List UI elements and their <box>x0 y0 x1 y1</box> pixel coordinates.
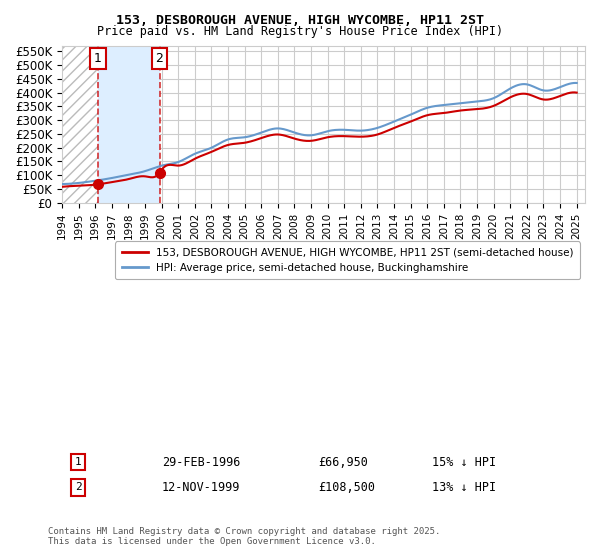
Text: £66,950: £66,950 <box>318 455 368 469</box>
Text: 13% ↓ HPI: 13% ↓ HPI <box>432 480 496 494</box>
Bar <box>62 46 98 203</box>
Text: 1: 1 <box>74 457 82 467</box>
Text: 1: 1 <box>94 52 102 65</box>
Bar <box>98 46 160 203</box>
Text: Contains HM Land Registry data © Crown copyright and database right 2025.
This d: Contains HM Land Registry data © Crown c… <box>48 526 440 546</box>
Text: 15% ↓ HPI: 15% ↓ HPI <box>432 455 496 469</box>
Text: £108,500: £108,500 <box>318 480 375 494</box>
Text: 29-FEB-1996: 29-FEB-1996 <box>162 455 241 469</box>
Legend: 153, DESBOROUGH AVENUE, HIGH WYCOMBE, HP11 2ST (semi-detached house), HPI: Avera: 153, DESBOROUGH AVENUE, HIGH WYCOMBE, HP… <box>115 241 580 279</box>
Text: 12-NOV-1999: 12-NOV-1999 <box>162 480 241 494</box>
Text: 153, DESBOROUGH AVENUE, HIGH WYCOMBE, HP11 2ST: 153, DESBOROUGH AVENUE, HIGH WYCOMBE, HP… <box>116 14 484 27</box>
Text: 2: 2 <box>74 482 82 492</box>
Text: Price paid vs. HM Land Registry's House Price Index (HPI): Price paid vs. HM Land Registry's House … <box>97 25 503 38</box>
Text: 2: 2 <box>155 52 163 65</box>
